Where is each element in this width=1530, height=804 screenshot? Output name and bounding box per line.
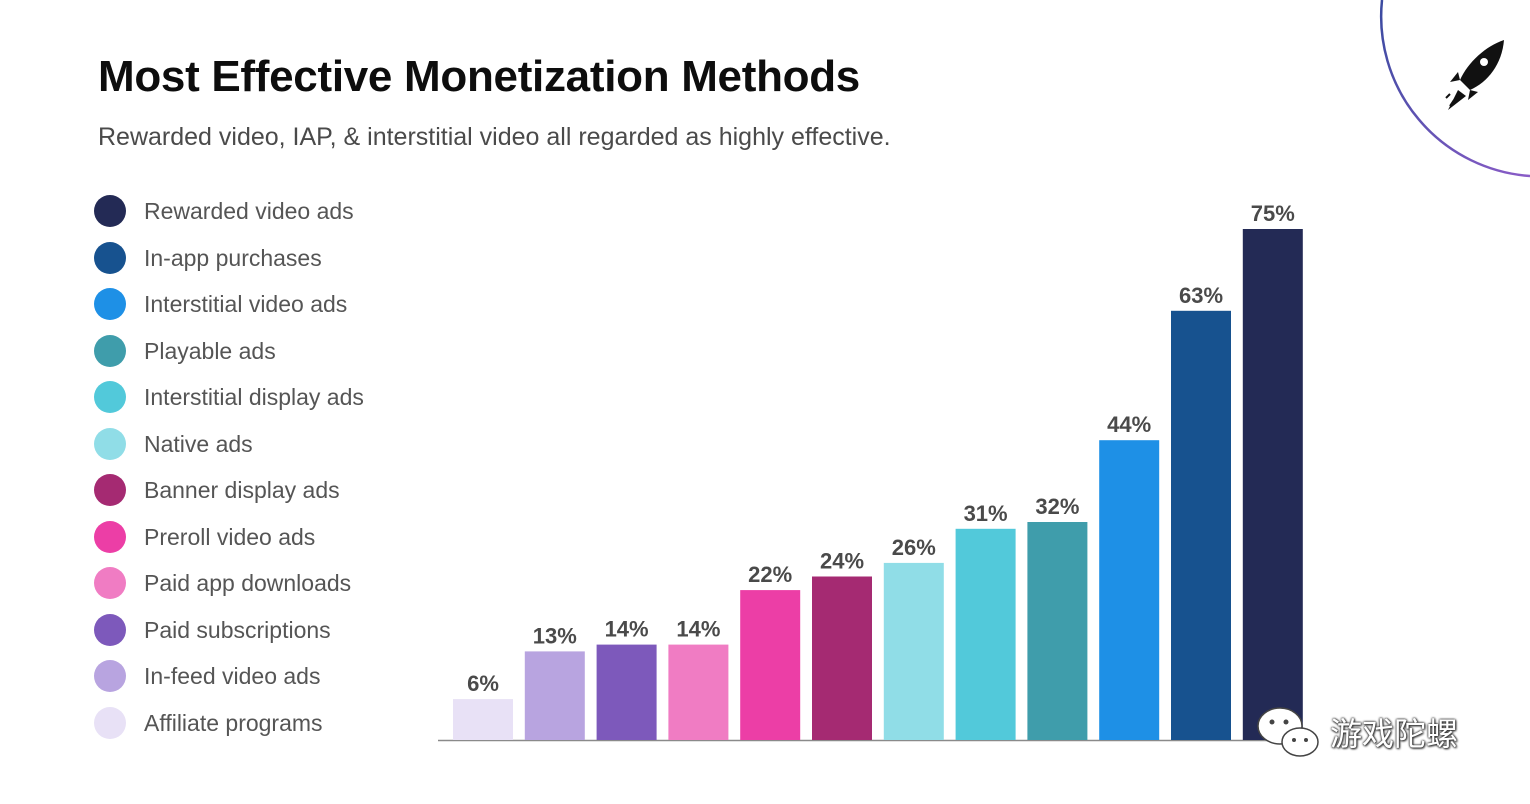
legend-swatch xyxy=(94,521,126,553)
legend-swatch xyxy=(94,707,126,739)
legend-swatch xyxy=(94,660,126,692)
bar-value-label: 31% xyxy=(964,501,1008,526)
legend-swatch xyxy=(94,614,126,646)
legend-label: Preroll video ads xyxy=(144,523,316,550)
bar xyxy=(955,528,1016,740)
bar xyxy=(1099,440,1160,740)
chart-subtitle: Rewarded video, IAP, & interstitial vide… xyxy=(98,123,891,151)
wechat-icon xyxy=(1257,707,1319,757)
watermark: 游戏陀螺 xyxy=(1256,704,1458,760)
bar xyxy=(1027,522,1088,740)
legend-item: Paid app downloads xyxy=(94,566,351,600)
legend-swatch xyxy=(94,335,126,367)
legend-label: Affiliate programs xyxy=(144,709,323,736)
bar-value-label: 26% xyxy=(892,535,936,560)
legend-swatch xyxy=(94,381,126,413)
bar-value-label: 6% xyxy=(467,671,499,696)
bar-value-label: 63% xyxy=(1179,283,1223,308)
bar-value-label: 14% xyxy=(605,617,649,642)
legend-item: Banner display ads xyxy=(94,473,340,507)
bar-value-label: 24% xyxy=(820,549,864,574)
legend-swatch xyxy=(94,195,126,227)
legend-item: Interstitial display ads xyxy=(94,380,364,414)
legend-item: Native ads xyxy=(94,427,253,461)
bar xyxy=(1171,310,1231,740)
bar xyxy=(453,699,513,740)
bar xyxy=(812,576,872,740)
legend-item: In-app purchases xyxy=(94,241,322,275)
legend-label: Paid app downloads xyxy=(144,569,352,596)
legend-label: Native ads xyxy=(144,430,253,457)
legend-swatch xyxy=(94,474,126,506)
legend-label: Interstitial display ads xyxy=(144,383,364,410)
bar xyxy=(596,644,657,740)
legend-label: Playable ads xyxy=(144,337,276,364)
bar xyxy=(668,644,729,740)
watermark-text: 游戏陀螺 xyxy=(1330,715,1459,753)
bar-value-label: 14% xyxy=(676,617,720,642)
legend-swatch xyxy=(94,242,126,274)
legend-item: Rewarded video ads xyxy=(94,194,354,228)
legend-label: Rewarded video ads xyxy=(144,197,354,224)
legend-item: Preroll video ads xyxy=(94,520,315,554)
corner-arc xyxy=(1379,0,1530,178)
bar-value-label: 22% xyxy=(748,562,792,587)
bar-value-label: 75% xyxy=(1251,201,1295,226)
chart-title: Most Effective Monetization Methods xyxy=(98,52,860,101)
rocket-icon xyxy=(1445,40,1504,110)
bar xyxy=(524,651,585,740)
legend-label: Interstitial video ads xyxy=(144,290,348,317)
legend-label: In-feed video ads xyxy=(144,662,321,689)
legend-swatch xyxy=(94,428,126,460)
bar xyxy=(883,562,944,740)
bar-value-label: 44% xyxy=(1107,412,1151,437)
legend-swatch xyxy=(94,567,126,599)
legend-label: In-app purchases xyxy=(144,244,322,271)
legend-swatch xyxy=(94,288,126,320)
legend-item: In-feed video ads xyxy=(94,659,320,693)
legend-item: Affiliate programs xyxy=(94,706,323,740)
legend-item: Paid subscriptions xyxy=(94,613,331,647)
bar-value-label: 13% xyxy=(533,623,577,648)
bar xyxy=(1242,229,1303,740)
legend-item: Playable ads xyxy=(94,334,276,368)
bar-value-label: 32% xyxy=(1035,494,1079,519)
legend-label: Paid subscriptions xyxy=(144,616,331,643)
bar xyxy=(740,590,801,740)
legend-item: Interstitial video ads xyxy=(94,287,347,321)
legend-label: Banner display ads xyxy=(144,476,340,503)
